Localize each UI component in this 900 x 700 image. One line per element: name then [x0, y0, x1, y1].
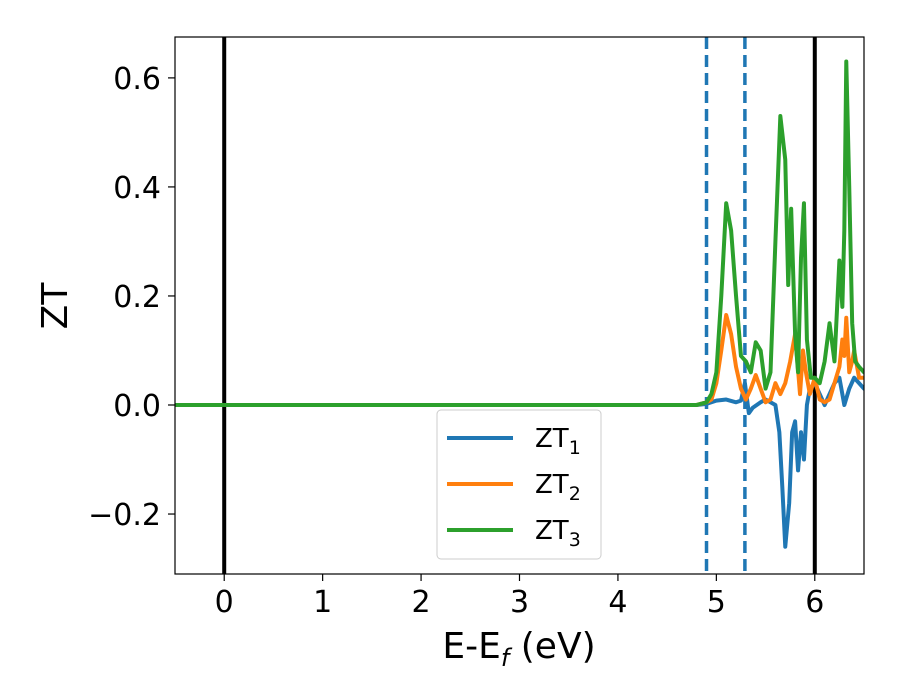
x-tick-label: 1: [313, 585, 332, 620]
series-line-zt3: [175, 59, 864, 407]
legend-label-zt3: ZT3: [535, 516, 581, 551]
series-line-zt2: [175, 313, 864, 407]
y-tick-label: 0.2: [113, 280, 161, 315]
x-tick-label: 2: [412, 585, 431, 620]
y-tick-label: −0.2: [88, 498, 161, 533]
y-axis-label: ZT: [35, 282, 76, 330]
legend-items: ZT1 ZT2 ZT3: [447, 424, 581, 551]
legend: ZT1 ZT2 ZT3: [436, 409, 602, 560]
series-layer: [175, 59, 864, 549]
y-tick-label: 0.6: [113, 62, 161, 97]
x-tick-label: 5: [707, 585, 726, 620]
x-tick-label: 3: [510, 585, 529, 620]
y-tick-label: 0.0: [113, 389, 161, 424]
vertical-reference-lines: [222, 37, 817, 574]
x-tick-label: 6: [805, 585, 824, 620]
x-axis-ticks: 0 1 2 3 4 5 6: [215, 574, 824, 620]
legend-label-zt1: ZT1: [535, 424, 581, 459]
x-axis-label: E-Ef (eV): [442, 626, 595, 672]
x-axis-label-suffix: (eV): [509, 626, 595, 667]
y-tick-label: 0.4: [113, 171, 161, 206]
x-tick-label: 4: [608, 585, 627, 620]
legend-label-zt2: ZT2: [535, 470, 581, 505]
x-tick-label: 0: [215, 585, 234, 620]
y-axis-ticks: −0.2 0.0 0.2 0.4 0.6: [88, 62, 175, 533]
legend-box: [436, 409, 602, 560]
